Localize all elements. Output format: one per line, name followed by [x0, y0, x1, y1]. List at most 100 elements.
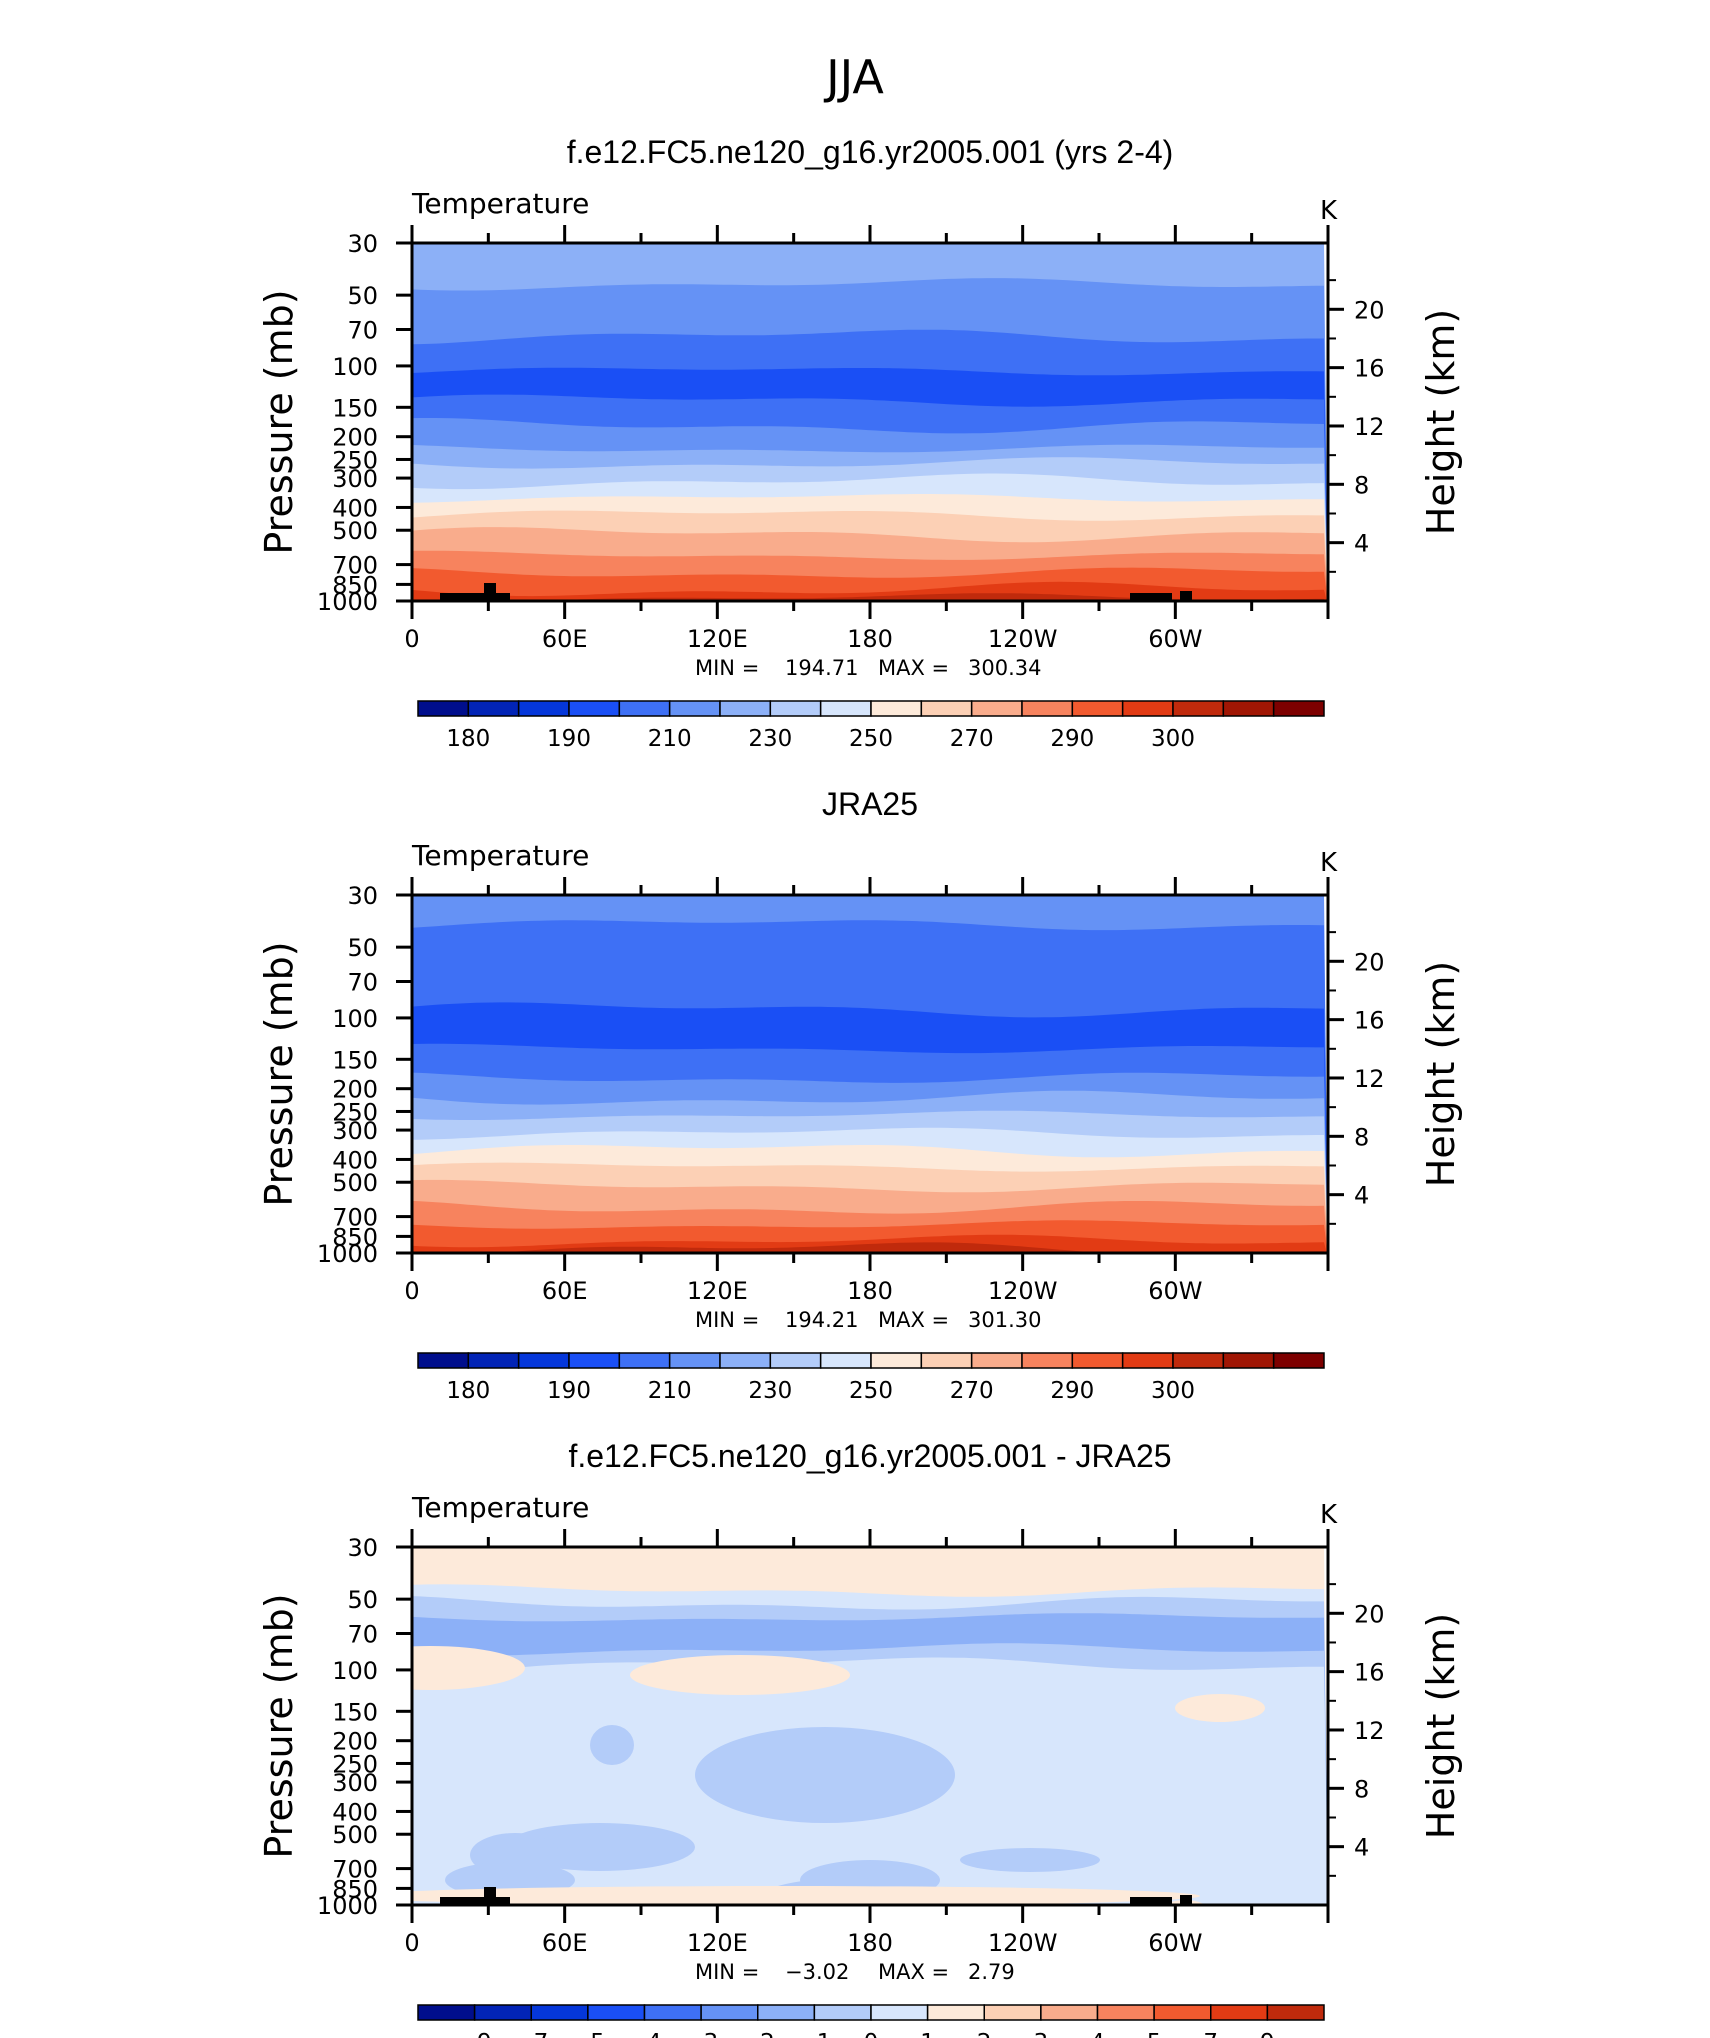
y-tick-label: 30 — [347, 1534, 378, 1562]
colorbar-label: 2 — [977, 2030, 992, 2038]
x-tick-label: 60E — [542, 1929, 588, 1957]
panel-title: JRA25 — [822, 786, 918, 822]
y2-tick-label: 20 — [1354, 296, 1385, 324]
y-tick-label: 70 — [347, 1621, 378, 1649]
y-tick-label: 500 — [332, 1169, 378, 1197]
units-label: K — [1320, 196, 1338, 226]
contour-blob — [960, 1848, 1100, 1872]
y2-axis-title: Height (km) — [1419, 961, 1463, 1187]
colorbar-box — [926, 2004, 985, 2021]
colorbar-box — [769, 1352, 822, 1369]
y-axis-title: Pressure (mb) — [257, 289, 301, 554]
colorbar-box — [920, 1352, 973, 1369]
y-tick-label: 700 — [332, 1856, 378, 1884]
max-value: 301.30 — [968, 1308, 1041, 1332]
y-tick-label: 700 — [332, 1204, 378, 1232]
y2-tick-label: 8 — [1354, 1775, 1369, 1803]
x-tick-label: 60W — [1148, 1277, 1202, 1305]
colorbar-label: 270 — [950, 1378, 994, 1404]
colorbar-box — [473, 2004, 532, 2021]
colorbar-box — [1153, 2004, 1212, 2021]
colorbar-box — [1021, 1352, 1074, 1369]
x-tick-label: 0 — [404, 1277, 419, 1305]
colorbar-box — [1021, 700, 1074, 717]
panel-3: f.e12.FC5.ne120_g16.yr2005.001 - JRA25 Te… — [257, 1438, 1463, 2038]
colorbar-box — [1071, 700, 1124, 717]
x-tick-label: 180 — [847, 1929, 893, 1957]
y-tick-label: 1000 — [317, 1892, 378, 1920]
y-tick-label: 150 — [332, 1046, 378, 1074]
y2-tick-label: 12 — [1354, 1065, 1385, 1093]
y-tick-label: 700 — [332, 552, 378, 580]
y2-tick-label: 16 — [1354, 355, 1385, 383]
y-tick-label: 100 — [332, 1005, 378, 1033]
colorbar-box — [819, 700, 872, 717]
y2-axis-title: Height (km) — [1419, 1613, 1463, 1839]
contour-blob — [965, 1906, 1045, 1918]
y-tick-label: 70 — [347, 969, 378, 997]
colorbar-box — [870, 2004, 929, 2021]
colorbar-label: 250 — [849, 726, 893, 752]
x-tick-label: 120W — [988, 1929, 1058, 1957]
y-tick-label: 400 — [332, 494, 378, 522]
y-tick-label: 50 — [347, 934, 378, 962]
colorbar-label: 7 — [1203, 2030, 1218, 2038]
colorbar-label: 180 — [446, 1378, 490, 1404]
colorbar-box — [1172, 1352, 1225, 1369]
colorbar-box — [1222, 700, 1275, 717]
y-tick-label: 850 — [332, 1875, 378, 1903]
contour-blob — [1175, 1694, 1265, 1722]
max-value: 2.79 — [968, 1960, 1015, 1984]
min-label: MIN = — [695, 1308, 759, 1332]
colorbar-box — [769, 700, 822, 717]
y-tick-label: 1000 — [317, 588, 378, 616]
colorbar-box — [1121, 1352, 1174, 1369]
colorbar-box — [813, 2004, 872, 2021]
x-tick-label: 120W — [988, 625, 1058, 653]
colorbar-box — [970, 700, 1023, 717]
x-tick-label: 0 — [404, 625, 419, 653]
y-tick-label: 100 — [332, 353, 378, 381]
colorbar-box — [1222, 1352, 1275, 1369]
y-tick-label: 50 — [347, 282, 378, 310]
colorbar-label: −3 — [684, 2030, 718, 2038]
colorbar-box — [983, 2004, 1042, 2021]
colorbar-label: 250 — [849, 1378, 893, 1404]
colorbar-box — [530, 2004, 589, 2021]
contour-band — [412, 581, 1327, 601]
units-label: K — [1320, 1500, 1338, 1530]
colorbar-box — [587, 2004, 646, 2021]
variable-label: Temperature — [411, 187, 589, 220]
colorbar-label: −5 — [571, 2030, 605, 2038]
x-tick-label: 60E — [542, 625, 588, 653]
variable-label: Temperature — [411, 839, 589, 872]
topography — [440, 1897, 510, 1905]
colorbar-box — [1172, 700, 1225, 717]
colorbar-box — [643, 2004, 702, 2021]
colorbar-box — [618, 1352, 671, 1369]
y-tick-label: 500 — [332, 517, 378, 545]
contour-fills — [412, 243, 1328, 601]
colorbar-box — [417, 2004, 476, 2021]
max-value: 300.34 — [968, 656, 1041, 680]
min-value: 194.21 — [785, 1308, 858, 1332]
y-tick-label: 150 — [332, 394, 378, 422]
colorbar-label: −1 — [797, 2030, 831, 2038]
y-axis-title: Pressure (mb) — [257, 941, 301, 1206]
y-tick-label: 200 — [332, 1076, 378, 1104]
panel-2: JRA25 Temperature K 0 60E 120E 180 120W 60W 30 50 7… — [257, 786, 1463, 1404]
y-tick-label: 250 — [332, 446, 378, 474]
colorbar-box — [1040, 2004, 1099, 2021]
colorbar-box — [517, 700, 570, 717]
colorbar-label: 9 — [1260, 2030, 1275, 2038]
y2-tick-label: 12 — [1354, 1717, 1385, 1745]
min-value: 194.71 — [785, 656, 858, 680]
contour-blob — [590, 1725, 634, 1765]
topography — [1130, 593, 1172, 601]
x-tick-label: 0 — [404, 1929, 419, 1957]
colorbar-box — [870, 700, 923, 717]
y-tick-label: 250 — [332, 1750, 378, 1778]
colorbar-label: 230 — [748, 1378, 792, 1404]
topography — [1130, 1897, 1172, 1905]
contour-band — [534, 593, 1326, 601]
